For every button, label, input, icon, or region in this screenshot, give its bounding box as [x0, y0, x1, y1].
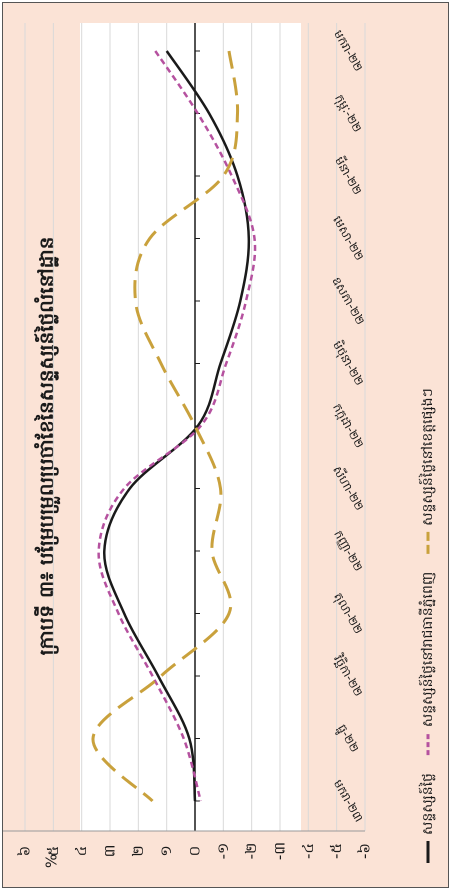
- category-tick-label: ឧសភា-២២: [329, 274, 368, 327]
- legend-group: សន្ទស្សន៍ថ្លៃ សន្ទស្សន៍ថ្លៃនៅរាជធានីភ្នំព…: [418, 388, 436, 863]
- value-tick-label: -៤: [299, 843, 317, 859]
- series-line-phnom-penh: [97, 50, 257, 802]
- value-tick-label: -២: [242, 843, 260, 860]
- series-line-index: [103, 50, 251, 802]
- value-tick-label: -៦: [355, 843, 373, 859]
- axis-layer: [3, 23, 365, 832]
- chart: ក្រាបទី ៣៖ បម្រែបម្រួលប្រចាំខែនៃសន្ទស្សន…: [3, 23, 436, 868]
- category-tick-label: សីហា-២២: [330, 463, 368, 513]
- series-line-provinces: [91, 50, 240, 803]
- category-tick-label: កក្កដា-២២: [330, 401, 367, 451]
- value-tick-label: -៣: [270, 842, 288, 860]
- series-layer: [91, 50, 257, 803]
- legend-label: សន្ទស្សន៍ថ្លៃនៅខេត្តផ្សេងៗ: [418, 388, 436, 526]
- legend-label: សន្ទស្សន៍ថ្លៃ: [418, 773, 436, 835]
- category-tick-label: មេសា-២២: [330, 213, 367, 263]
- category-tick-label: មករា-២៣: [331, 777, 366, 824]
- value-tick-label: -១: [214, 843, 232, 860]
- chart-title: ក្រាបទី ៣៖ បម្រែបម្រួលប្រចាំខែនៃសន្ទស្សន…: [34, 237, 61, 656]
- value-tick-label: ៣: [101, 845, 119, 858]
- category-tick-label: តុលា-២២: [330, 590, 366, 637]
- value-tick-label: ៥: [44, 846, 62, 857]
- value-tick-label: ១: [157, 845, 175, 856]
- axis-unit-label: %: [43, 854, 61, 868]
- legend-label: សន្ទស្សន៍ថ្លៃនៅរាជធានីភ្នំពេញ: [418, 572, 436, 727]
- value-tick-label: -៥: [327, 843, 345, 859]
- value-tick-label: ៦: [16, 846, 34, 857]
- value-tick-label: ០: [186, 846, 204, 857]
- value-tick-label: ៧: [3, 845, 5, 857]
- plot-area: [80, 23, 301, 831]
- category-tick-label: មិថុនា-២២: [329, 338, 367, 389]
- value-tick-label: ៤: [72, 846, 90, 857]
- legend: សន្ទស្សន៍ថ្លៃ សន្ទស្សន៍ថ្លៃនៅរាជធានីភ្នំព…: [418, 388, 436, 863]
- grid-layer: [24, 23, 366, 831]
- category-tick-label: វិច្ឆិកា-២២: [330, 651, 366, 699]
- value-tick-label: ២: [129, 845, 147, 856]
